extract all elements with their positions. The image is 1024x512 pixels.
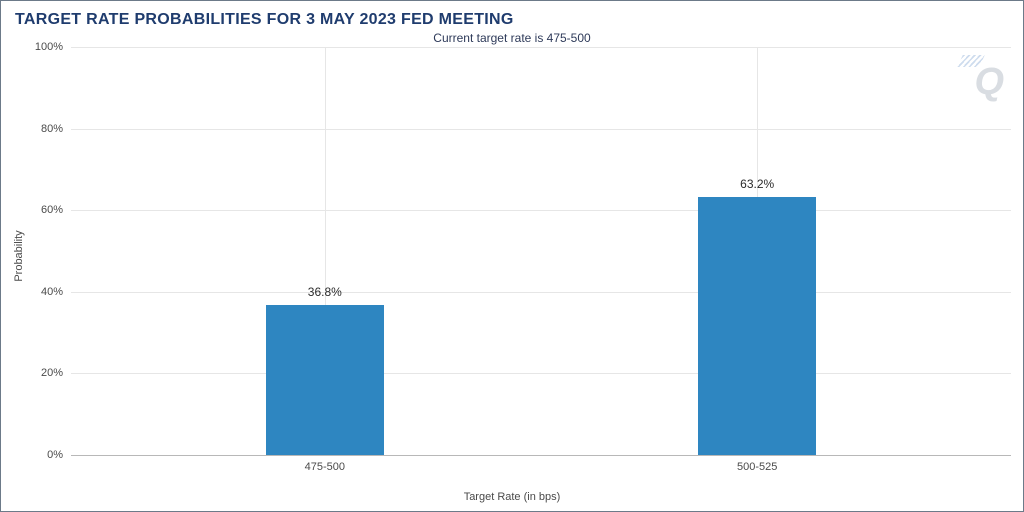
y-tick-label: 60%	[41, 204, 63, 216]
x-tick-label: 475-500	[305, 461, 345, 473]
y-tick-label: 40%	[41, 286, 63, 298]
bar: 36.8%	[266, 305, 384, 455]
x-axis-label: Target Rate (in bps)	[1, 491, 1023, 503]
bar: 63.2%	[698, 197, 816, 455]
bar-value-label: 36.8%	[266, 285, 384, 299]
gridline	[71, 292, 1011, 293]
chart-title: TARGET RATE PROBABILITIES FOR 3 MAY 2023…	[15, 11, 514, 29]
gridline	[71, 129, 1011, 130]
chart-frame: TARGET RATE PROBABILITIES FOR 3 MAY 2023…	[0, 0, 1024, 512]
chart-subtitle: Current target rate is 475-500	[1, 31, 1023, 45]
y-tick-label: 80%	[41, 123, 63, 135]
y-axis-label: Probability	[13, 230, 25, 281]
gridline	[71, 47, 1011, 48]
plot-area: 0%20%40%60%80%100%36.8%475-50063.2%500-5…	[71, 47, 1011, 455]
y-tick-label: 0%	[47, 449, 63, 461]
x-axis-baseline	[71, 455, 1011, 456]
x-tick-label: 500-525	[737, 461, 777, 473]
gridline	[71, 210, 1011, 211]
bar-value-label: 63.2%	[698, 177, 816, 191]
y-tick-label: 20%	[41, 367, 63, 379]
gridline	[71, 373, 1011, 374]
y-tick-label: 100%	[35, 41, 63, 53]
